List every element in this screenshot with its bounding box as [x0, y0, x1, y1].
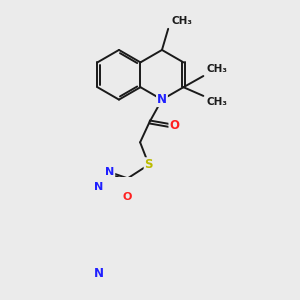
Text: CH₃: CH₃ — [172, 16, 193, 26]
Text: O: O — [123, 192, 132, 202]
Text: O: O — [169, 119, 179, 132]
Text: N: N — [94, 267, 104, 280]
Text: N: N — [94, 182, 103, 192]
Text: N: N — [157, 93, 167, 106]
Text: N: N — [105, 167, 114, 177]
Text: CH₃: CH₃ — [206, 64, 227, 74]
Text: CH₃: CH₃ — [206, 97, 227, 107]
Text: S: S — [145, 158, 153, 171]
